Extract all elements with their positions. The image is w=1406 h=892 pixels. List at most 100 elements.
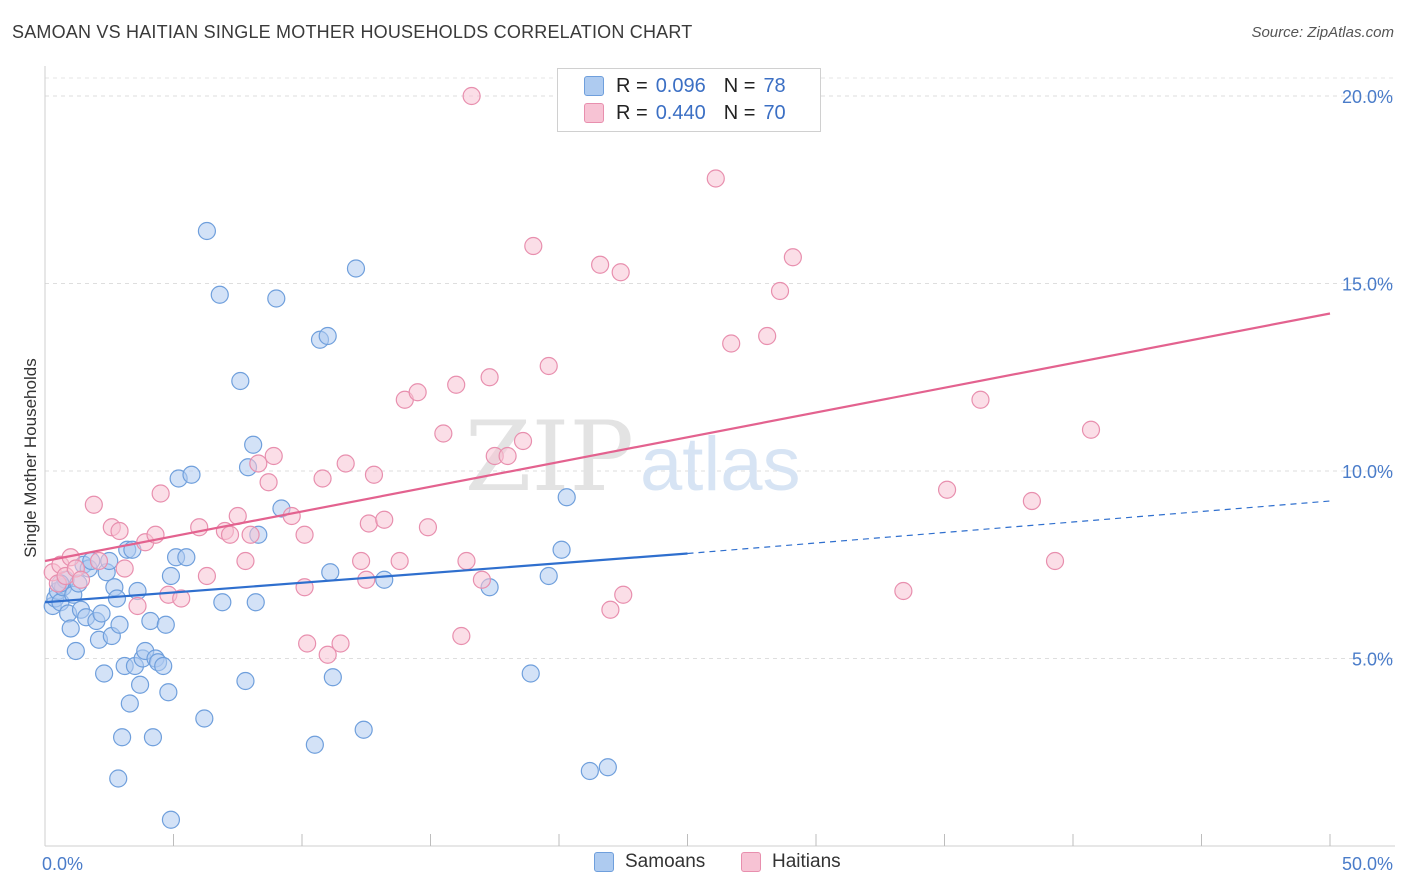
watermark-atlas: atlas <box>640 422 801 507</box>
point-samoans <box>321 563 340 582</box>
point-haitians <box>318 645 337 664</box>
point-samoans <box>552 540 571 559</box>
point-haitians <box>452 626 471 646</box>
point-samoans <box>244 435 263 454</box>
point-haitians <box>128 596 147 616</box>
trendline-haitians <box>44 312 1331 563</box>
point-haitians <box>264 446 283 466</box>
point-haitians <box>298 634 317 653</box>
point-haitians <box>611 263 630 282</box>
point-haitians <box>151 484 170 503</box>
point-haitians <box>770 281 790 301</box>
legend-n-value: 70 <box>763 101 786 124</box>
point-haitians <box>352 551 371 571</box>
point-haitians <box>110 521 129 541</box>
bottom-legend-samoans: Samoans <box>594 851 705 873</box>
point-haitians <box>336 454 355 473</box>
legend: R = 0.096 N = 78 R = 0.440 N = 70 <box>557 68 821 132</box>
y-tick-label: 10.0% <box>1342 462 1393 482</box>
x-tick-label: 50.0% <box>1342 854 1393 874</box>
point-haitians <box>1022 491 1041 511</box>
bottom-legend-swatch-haitians <box>741 852 761 872</box>
point-haitians <box>524 236 543 256</box>
source-label: Source: ZipAtlas.com <box>1251 24 1394 41</box>
point-haitians <box>357 570 376 589</box>
point-haitians <box>249 454 268 473</box>
legend-n-label: N = <box>723 74 756 97</box>
legend-r-label: R = <box>616 74 648 97</box>
point-samoans <box>120 694 139 713</box>
point-haitians <box>1081 420 1101 439</box>
point-haitians <box>462 86 481 106</box>
point-samoans <box>182 465 201 484</box>
point-samoans <box>107 589 127 608</box>
point-haitians <box>457 551 476 571</box>
point-samoans <box>66 641 85 661</box>
point-haitians <box>591 255 610 274</box>
grid-lines <box>45 77 1395 659</box>
point-haitians <box>1045 551 1065 571</box>
point-samoans <box>231 371 250 391</box>
point-haitians <box>480 368 499 387</box>
point-samoans <box>210 285 229 304</box>
point-samoans <box>236 671 255 691</box>
legend-r-value: 0.440 <box>655 101 706 124</box>
x-tick-label: 0.0% <box>42 854 83 874</box>
point-samoans <box>154 656 173 676</box>
point-samoans <box>213 593 232 612</box>
chart-title: SAMOAN VS HAITIAN SINGLE MOTHER HOUSEHOL… <box>12 22 693 42</box>
point-haitians <box>313 469 332 488</box>
point-samoans <box>156 615 175 634</box>
point-haitians <box>295 525 314 544</box>
point-samoans <box>598 758 617 777</box>
point-samoans <box>580 761 599 781</box>
data-points <box>43 86 1101 829</box>
point-samoans <box>557 488 576 507</box>
point-haitians <box>937 480 957 499</box>
trendline-samoans <box>44 552 688 604</box>
y-tick-label: 20.0% <box>1342 87 1393 107</box>
point-samoans <box>95 664 114 683</box>
point-samoans <box>346 259 366 278</box>
point-samoans <box>197 221 217 241</box>
point-samoans <box>267 289 286 308</box>
point-samoans <box>109 769 128 788</box>
y-tick-label: 5.0% <box>1352 650 1393 670</box>
point-haitians <box>758 326 777 346</box>
point-haitians <box>601 600 620 619</box>
point-samoans <box>92 604 111 623</box>
point-samoans <box>305 735 324 754</box>
point-samoans <box>195 709 214 728</box>
point-samoans <box>318 326 337 346</box>
point-haitians <box>282 506 301 526</box>
point-haitians <box>241 525 260 544</box>
legend-n-label: N = <box>723 101 756 124</box>
legend-swatch-haitians <box>584 103 604 123</box>
point-haitians <box>220 525 240 544</box>
point-haitians <box>539 356 558 376</box>
point-samoans <box>246 593 265 612</box>
legend-swatch-samoans <box>584 76 604 96</box>
point-haitians <box>498 446 517 466</box>
point-haitians <box>408 383 427 402</box>
point-haitians <box>84 495 103 514</box>
point-haitians <box>447 375 466 394</box>
point-haitians <box>89 551 109 571</box>
point-haitians <box>971 390 990 409</box>
point-haitians <box>197 566 217 586</box>
axes <box>44 66 1395 847</box>
point-haitians <box>418 518 438 537</box>
point-haitians <box>375 510 394 529</box>
point-samoans <box>159 683 178 702</box>
point-haitians <box>172 589 191 608</box>
point-samoans <box>112 728 132 747</box>
point-haitians <box>331 634 350 653</box>
point-samoans <box>130 675 150 694</box>
bottom-legend-haitians: Haitians <box>741 851 841 873</box>
legend-row-samoans: R = 0.096 N = 78 <box>584 73 786 99</box>
point-haitians <box>513 431 533 451</box>
point-haitians <box>259 473 278 492</box>
point-samoans <box>110 615 129 634</box>
bottom-legend-swatch-samoans <box>594 852 614 872</box>
